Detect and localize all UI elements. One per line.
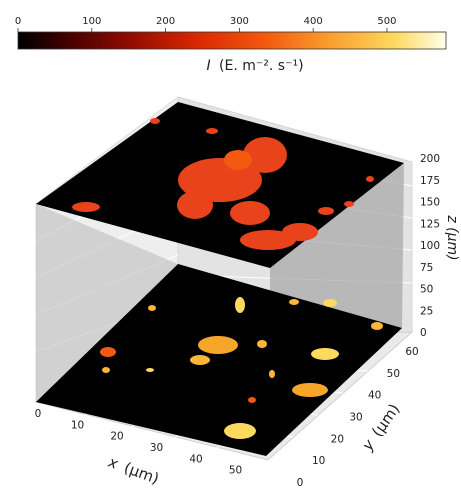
y-tick-label: 60 <box>405 346 418 358</box>
z-tick-label: 50 <box>420 284 433 296</box>
slice-z0-plane <box>36 264 402 456</box>
slice-z200-hotspots <box>72 118 374 250</box>
x-tick-label: 20 <box>110 431 123 443</box>
x-axis-ticks: 0 10 20 30 40 50 <box>35 408 243 477</box>
colorbar-tick-label: 200 <box>156 16 175 27</box>
z-tick-label: 125 <box>420 218 440 230</box>
y-tick-label: 0 <box>297 477 304 489</box>
x-tick-label: 30 <box>150 442 163 454</box>
x-tick-label: 0 <box>35 408 42 420</box>
slice-z200 <box>36 102 404 268</box>
y-tick-label: 10 <box>312 455 325 467</box>
colorbar-gradient <box>17 31 447 50</box>
y-tick-label: 20 <box>331 433 344 445</box>
colorbar: 0 100 200 300 400 500 I (E. m⁻². s⁻¹) <box>15 16 447 74</box>
x-tick-label: 50 <box>229 465 242 477</box>
x-tick-label: 40 <box>189 453 202 465</box>
y-axis-label: y (μm) <box>358 400 403 454</box>
z-tick-label: 25 <box>420 305 433 317</box>
y-tick-label: 40 <box>368 390 381 402</box>
z-tick-label: 0 <box>420 327 427 339</box>
z-tick-label: 75 <box>420 262 433 274</box>
y-tick-label: 50 <box>387 368 400 380</box>
colorbar-ticks: 0 100 200 300 400 500 <box>15 16 397 32</box>
colorbar-tick-label: 400 <box>304 16 323 27</box>
colorbar-tick-label: 300 <box>230 16 249 27</box>
slab-right-wall <box>270 163 404 328</box>
colorbar-tick-label: 0 <box>15 16 21 27</box>
colorbar-tick-label: 500 <box>377 16 396 27</box>
z-tick-label: 175 <box>420 175 440 187</box>
slice-z0 <box>36 264 402 456</box>
z-axis-label: z (μm) <box>444 214 460 260</box>
x-tick-label: 10 <box>71 419 84 431</box>
y-axis-ticks: 0 10 20 30 40 50 60 <box>297 346 419 489</box>
z-tick-label: 200 <box>420 153 440 165</box>
colorbar-label: I (E. m⁻². s⁻¹) <box>206 58 303 74</box>
z-axis-ticks: 0 25 50 75 100 125 150 175 200 <box>420 153 440 339</box>
y-tick-label: 30 <box>349 412 362 424</box>
z-tick-label: 100 <box>420 240 440 252</box>
colorbar-tick-label: 100 <box>82 16 101 27</box>
z-tick-label: 150 <box>420 197 440 209</box>
x-axis-label: x (μm) <box>105 453 161 488</box>
slice-z0-hotspots <box>100 297 383 439</box>
